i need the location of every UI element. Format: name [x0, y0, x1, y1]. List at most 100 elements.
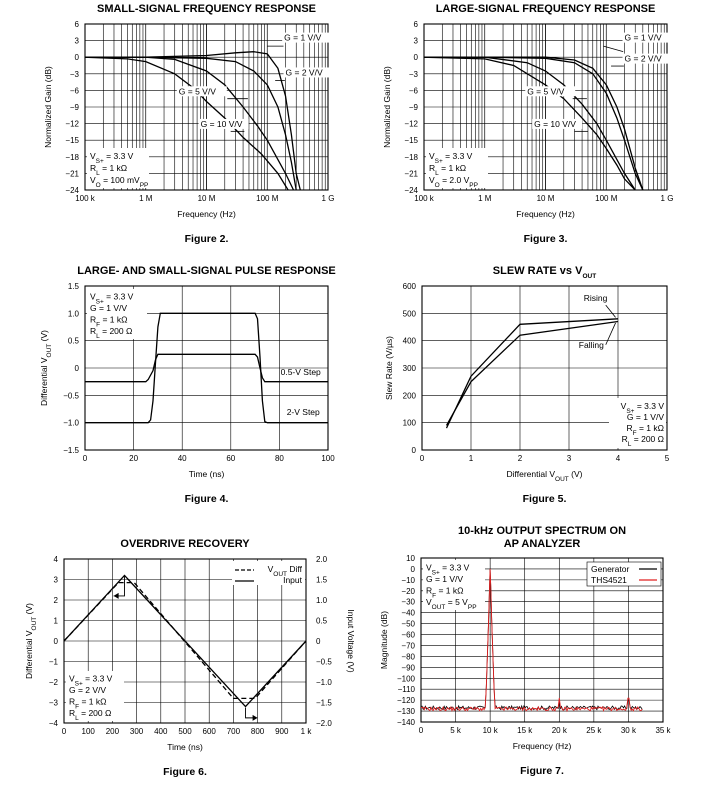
chart-title: LARGE-SIGNAL FREQUENCY RESPONSE: [436, 3, 656, 15]
y-tick-label: −3: [70, 70, 80, 79]
y-tick-label: −12: [65, 120, 79, 129]
x-tick-label: 10 M: [537, 194, 555, 203]
x-tick-label: 600: [203, 727, 217, 736]
y2-tick-label: 0: [316, 637, 321, 646]
x-tick-label: 10 k: [483, 726, 499, 735]
series-line-4: [84, 56, 289, 191]
y-tick-label: 6: [75, 20, 80, 29]
y-tick-label: 3: [54, 576, 59, 585]
y-axis-label: Magnitude (dB): [379, 611, 389, 669]
series-label-bg: [525, 86, 576, 97]
y-tick-label: 4: [54, 555, 59, 564]
y2-tick-label: −0.5: [316, 658, 332, 667]
y-tick-label: −0.5: [63, 391, 79, 400]
x-tick-label: 1 M: [478, 194, 492, 203]
small-signal-frequency-response-chart: SMALL-SIGNAL FREQUENCY RESPONSE 100 k 1 M 1…: [43, 3, 334, 245]
plot-frame: [84, 23, 329, 191]
y-tick-label: −70: [401, 641, 415, 650]
y-tick-label: −18: [404, 153, 418, 162]
figure-caption: Figure 6.: [163, 766, 207, 778]
x-tick-label: 500: [178, 727, 192, 736]
x-tick-label: 200: [106, 727, 120, 736]
y-tick-label: 3: [414, 37, 419, 46]
y-tick-label: −10: [401, 576, 415, 585]
condition-label: VS+ = 3.3 V: [426, 563, 470, 577]
series-label-bg: [176, 86, 227, 97]
y-tick-label: −24: [65, 186, 79, 195]
series-label-bg: [282, 32, 333, 43]
y-tick-label: 0: [54, 637, 59, 646]
y-tick-label: −3: [49, 699, 59, 708]
x-tick-label: 100: [321, 454, 335, 463]
series-line-2: [445, 320, 619, 426]
series-line-input: [63, 574, 307, 708]
y-tick-label: −20: [401, 587, 415, 596]
x-tick-label: 0: [62, 727, 67, 736]
y-tick-label: −2: [49, 678, 59, 687]
legend-label: Generator: [591, 564, 629, 574]
series-line-2: [85, 56, 297, 191]
large-signal-frequency-response-chart: LARGE-SIGNAL FREQUENCY RESPONSE 100 k 1 M 1…: [382, 3, 673, 245]
plot-frame: [84, 285, 329, 451]
y-tick-label: 3: [75, 37, 80, 46]
y-tick-label: −15: [65, 136, 79, 145]
x-tick-label: 10 M: [198, 194, 216, 203]
figure-caption: Figure 5.: [523, 493, 567, 505]
x-axis-label: Frequency (Hz): [516, 209, 575, 219]
condition-label: RF = 1 kΩ: [90, 315, 128, 329]
figure-caption: Figure 2.: [185, 233, 229, 245]
y-axis-label: Normalized Gain (dB): [43, 66, 53, 148]
series-line-ths4521: [420, 568, 643, 713]
condition-label: VS+ = 3.3 V: [429, 151, 473, 165]
x-tick-label: 300: [130, 727, 144, 736]
series-line-1: [445, 318, 619, 429]
series-label-leader: [605, 304, 616, 318]
figure-caption: Figure 3.: [524, 233, 568, 245]
series-line-1: [85, 353, 328, 383]
y-tick-label: 0: [75, 53, 80, 62]
series-label: G = 2 V/V: [625, 54, 662, 64]
series-line-1: [85, 51, 301, 191]
x-tick-label: 100 k: [414, 194, 435, 203]
series-label-bg: [532, 118, 583, 129]
x-tick-label: 80: [275, 454, 284, 463]
y2-axis-label: Input Voltage (V): [346, 609, 356, 672]
x-tick-label: 3: [567, 454, 572, 463]
conditions-box: [423, 560, 485, 610]
condition-label: VS+ = 3.3 V: [90, 292, 134, 306]
y-tick-label: −3: [409, 70, 419, 79]
x-tick-label: 25 k: [586, 726, 602, 735]
x-tick-label: 1 M: [139, 194, 153, 203]
condition-label: VO = 2.0 VPP: [429, 175, 478, 189]
y-tick-label: −130: [397, 707, 416, 716]
series-label-leader: [605, 322, 616, 345]
x-tick-label: 900: [275, 727, 289, 736]
y-tick-label: 2: [54, 596, 59, 605]
y2-tick-label: 1.0: [316, 596, 328, 605]
x-tick-label: 60: [226, 454, 235, 463]
arrow-head: [113, 592, 119, 599]
x-axis-label: Differential VOUT (V): [507, 469, 583, 483]
series-label: G = 5 V/V: [527, 86, 564, 96]
y-tick-label: 500: [403, 309, 417, 318]
plot-frame: [423, 23, 668, 191]
condition-label: RF = 1 kΩ: [426, 586, 464, 600]
series-line-2: [424, 56, 644, 191]
slew-rate-chart: SLEW RATE vs VOUT 0 1 2 3 4 5 600 500 400 300 200 10…: [384, 265, 670, 505]
x-tick-label: 20 k: [552, 726, 568, 735]
series-label: G = 5 V/V: [179, 86, 216, 96]
x-tick-label: 2: [518, 454, 523, 463]
y-tick-label: −21: [65, 169, 79, 178]
series-label-bg: [198, 118, 249, 129]
x-tick-label: 20: [129, 454, 138, 463]
condition-label: G = 1 V/V: [627, 412, 664, 422]
chart-title: SLEW RATE vs VOUT: [493, 265, 596, 280]
y-tick-label: −110: [398, 685, 416, 694]
x-tick-label: 5: [665, 454, 670, 463]
pulse-response-chart: LARGE- AND SMALL-SIGNAL PULSE RESPONSE 0 2…: [39, 265, 336, 505]
series-label: G = 1 V/V: [625, 33, 662, 43]
series-line-4: [423, 56, 636, 191]
condition-label: VO = 100 mVPP: [90, 175, 148, 189]
